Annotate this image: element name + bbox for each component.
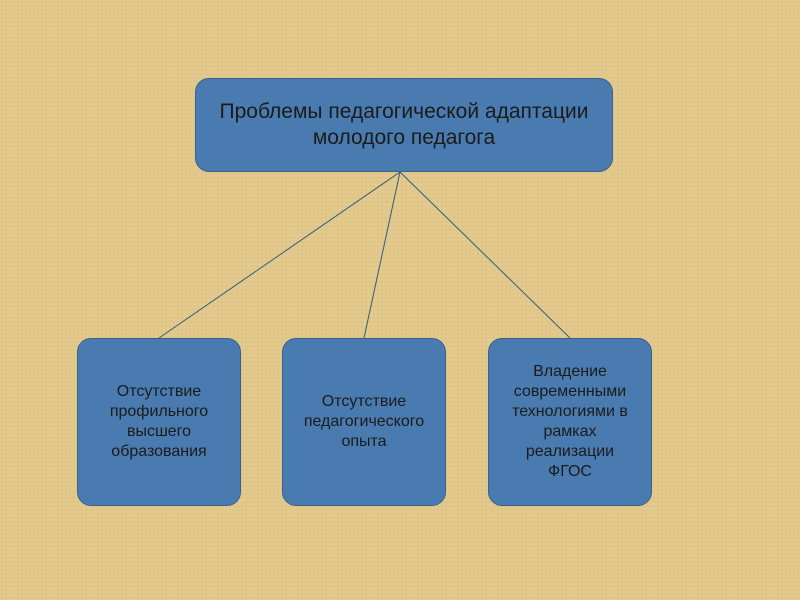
child-node-3: Владение современными технологиями в рам… (488, 338, 652, 506)
edge (364, 172, 400, 338)
child-node-1: Отсутствие профильного высшего образован… (77, 338, 241, 506)
edge (400, 172, 570, 338)
child-node-2: Отсутствие педагогического опыта (282, 338, 446, 506)
slide: Проблемы педагогической адаптации молодо… (0, 0, 800, 600)
root-node-label: Проблемы педагогической адаптации молодо… (210, 99, 598, 152)
root-node: Проблемы педагогической адаптации молодо… (195, 78, 613, 172)
child-node-2-label: Отсутствие педагогического опыта (297, 392, 431, 452)
child-node-1-label: Отсутствие профильного высшего образован… (92, 382, 226, 462)
child-node-3-label: Владение современными технологиями в рам… (503, 362, 637, 482)
edge (159, 172, 400, 338)
